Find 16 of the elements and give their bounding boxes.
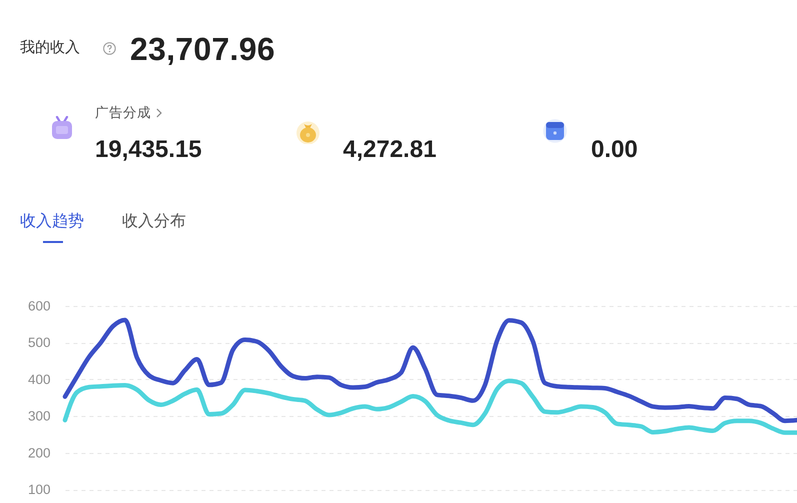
y-tick-label: 300 [28,408,50,424]
y-tick-label: 100 [28,482,50,497]
y-tick-label: 200 [28,445,50,460]
text: 广告分成 [95,104,151,122]
line-series [62,378,797,435]
y-tick-label: 400 [28,372,50,387]
text: 0.00 [591,136,638,163]
text: 我的收入 [20,39,80,57]
line-series [62,318,797,424]
text: 收入趋势 [20,213,84,231]
y-tick-label: 500 [28,335,50,350]
y-tick-label: 600 [28,298,50,314]
text: 23,707.96 [130,31,276,67]
text: 4,272.81 [343,136,436,163]
text: 19,435.15 [95,136,202,163]
text: 收入分布 [122,213,186,231]
